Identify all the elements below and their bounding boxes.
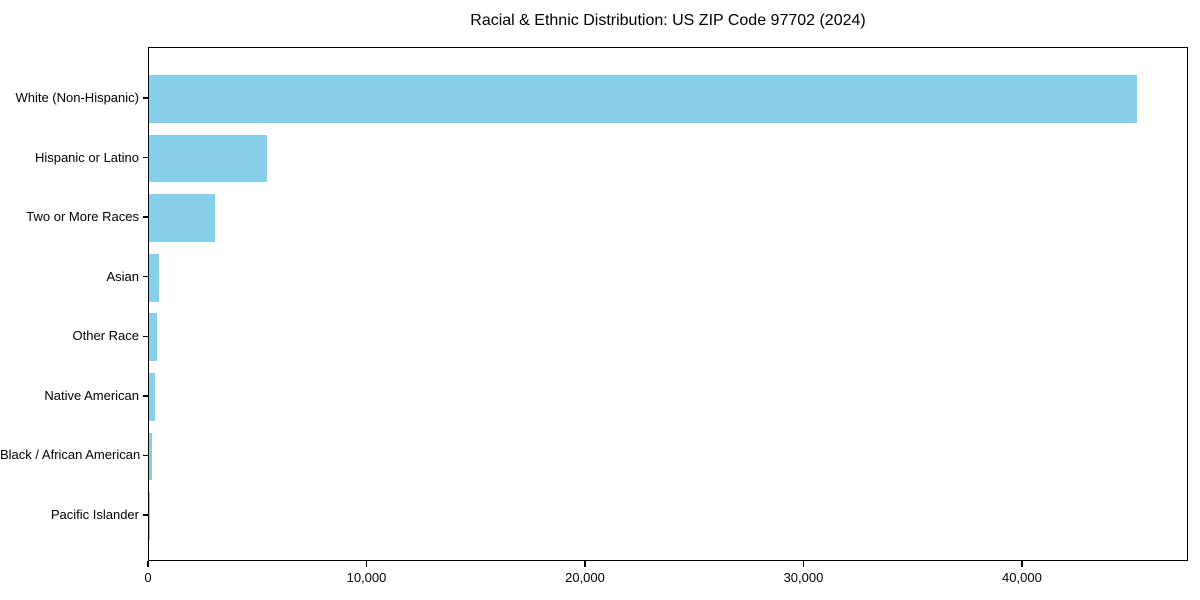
bar [149,194,215,242]
y-axis-label: Other Race [72,328,139,344]
y-axis-label: Black / African American [0,447,141,463]
bar [149,313,157,362]
plot-area [148,47,1188,561]
x-axis-tick [1021,561,1023,567]
y-axis-label: White (Non-Hispanic) [15,90,139,105]
bar [149,432,153,481]
y-axis-label: Asian [106,268,139,284]
chart-title: Racial & Ethnic Distribution: US ZIP Cod… [470,12,866,29]
bar [149,134,267,183]
y-axis-tick [143,97,148,99]
x-axis-tick-label: 20,000 [565,570,605,585]
x-axis-tick [584,561,586,567]
x-axis-tick [802,561,805,567]
x-axis-tick-label: 0 [144,570,152,585]
y-axis-label: Native American [44,387,139,403]
y-axis-tick [143,335,148,338]
bar [149,253,160,302]
y-axis-tick [143,395,148,397]
bar [149,373,156,421]
y-axis-tick [143,454,148,457]
y-axis-label: Hispanic or Latino [34,149,139,165]
x-axis-tick [147,561,149,567]
x-axis-tick-label: 30,000 [783,570,824,585]
y-axis-tick [143,514,148,516]
x-axis-tick-label: 40,000 [1002,570,1042,585]
y-axis-label: Two or More Races [26,209,139,225]
x-axis-tick [365,561,368,567]
y-axis-tick [143,275,148,278]
y-axis-tick [143,216,148,218]
y-axis-tick [143,156,148,159]
bar [149,492,150,540]
x-axis-tick-label: 10,000 [346,570,387,585]
bar [149,75,1137,123]
y-axis-label: Pacific Islander [50,506,139,522]
